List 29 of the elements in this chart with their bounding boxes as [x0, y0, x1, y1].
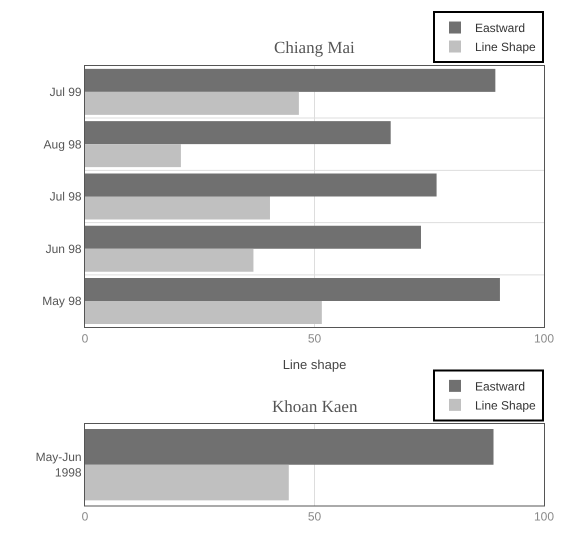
x-tick-label: 50 — [308, 510, 322, 524]
y-tick-label: Jul 98 — [50, 190, 82, 204]
legend-label: Line Shape — [475, 40, 536, 54]
bar — [85, 248, 254, 272]
chart-title: Khoan Kaen — [272, 397, 358, 416]
y-tick-label: Aug 98 — [44, 137, 82, 152]
bar — [85, 144, 181, 168]
y-tick-label: May-Jun 1998 — [36, 450, 82, 480]
x-tick-label: 0 — [82, 332, 89, 346]
y-tick-label: Jul 99 — [50, 85, 82, 100]
chart-title: Chiang Mai — [274, 38, 356, 57]
bar — [85, 68, 496, 92]
bar — [85, 226, 421, 249]
legend-label: Eastward — [475, 21, 526, 36]
bar — [85, 173, 437, 196]
x-axis-title: Line shape — [282, 357, 346, 372]
bar — [85, 301, 322, 324]
y-tick-label: May 98 — [42, 294, 82, 308]
bar — [85, 92, 299, 115]
bar — [85, 196, 270, 220]
y-tick-label: Jun 98 — [46, 242, 82, 256]
bar — [85, 278, 500, 302]
x-tick-label: 0 — [82, 510, 89, 524]
x-tick-label: 100 — [534, 510, 554, 524]
x-tick-label: 100 — [534, 332, 554, 346]
legend-label: Line Shape — [475, 398, 536, 413]
bar — [85, 121, 391, 144]
x-tick-label: 50 — [308, 332, 322, 346]
legend-label: Eastward — [475, 380, 526, 394]
